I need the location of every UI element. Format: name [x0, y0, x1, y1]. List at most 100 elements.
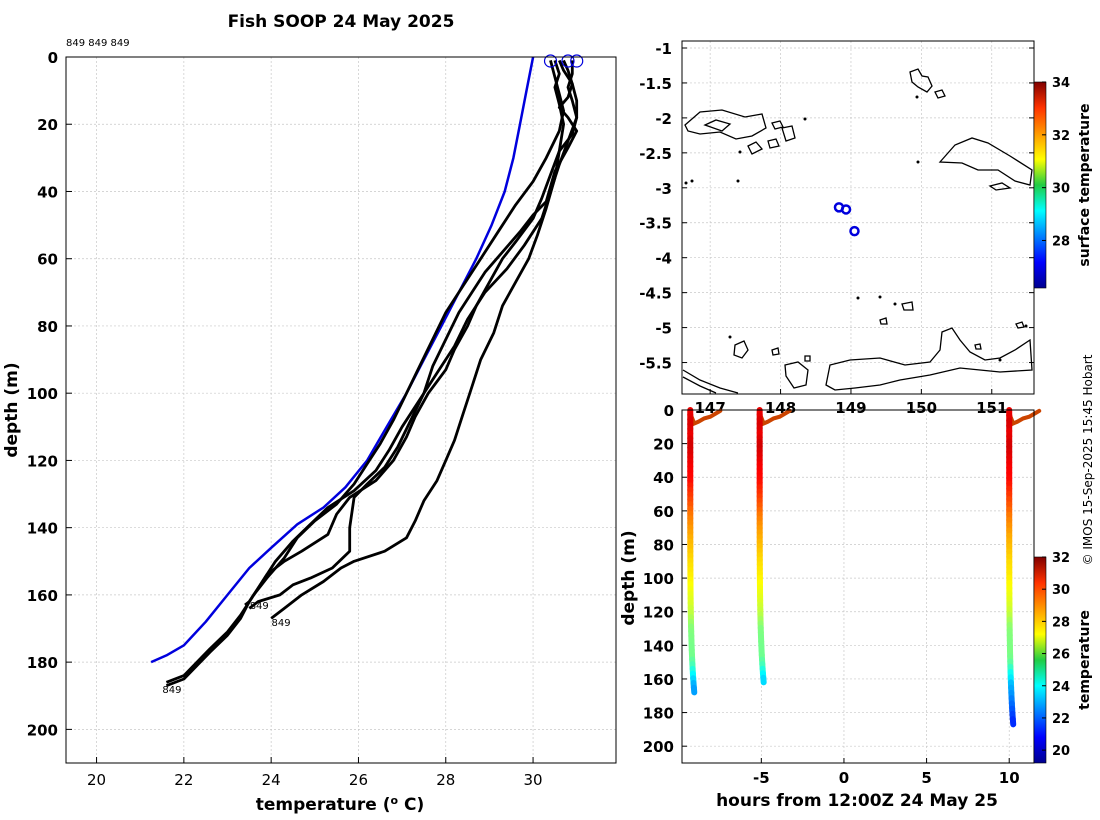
depth-tick-label: 0 — [664, 402, 674, 420]
speck — [738, 150, 742, 154]
speck — [856, 296, 860, 300]
speck — [915, 95, 919, 99]
lat-tick-label: -3 — [655, 180, 672, 198]
colorbar-tick-label: 28 — [1052, 615, 1070, 630]
coastline-islet-d — [767, 138, 780, 149]
speck — [736, 179, 740, 183]
speck — [998, 358, 1002, 362]
colorbar-tick-label: 20 — [1052, 744, 1070, 759]
coastline-new-hanover — [684, 109, 767, 140]
temperature-colorbar-ticks: 20 22 24 26 28 30 32 — [1042, 551, 1070, 759]
drop-trace — [756, 407, 792, 686]
coastlines — [682, 68, 1033, 394]
coastline-islet-i — [733, 340, 749, 359]
y-tick-label: 40 — [37, 183, 58, 201]
x-tick-label: 28 — [436, 771, 455, 789]
depth-tick-label: 120 — [643, 604, 674, 622]
speck — [916, 160, 920, 164]
lat-tick-label: -3.5 — [639, 215, 672, 233]
lat-tick-label: -4.5 — [639, 285, 672, 303]
x-tick-label: 20 — [87, 771, 106, 789]
coastline-islet-e — [934, 89, 946, 99]
y-tick-label: 120 — [27, 452, 58, 470]
profile-grid — [66, 56, 616, 763]
lon-tick-label: 151 — [976, 399, 1007, 417]
temperature-colorbar-label: temperature — [1077, 610, 1093, 710]
profile-line — [165, 60, 565, 684]
coastline-new-britain-north — [938, 137, 1033, 186]
depth-tick-label: 140 — [643, 637, 674, 655]
time-depth-drops — [687, 407, 1042, 728]
profile-line — [165, 59, 579, 688]
y-tick-label: 200 — [27, 721, 58, 739]
depth-tick-label: 160 — [643, 671, 674, 689]
drop-surface-marker — [570, 54, 584, 68]
coastline-islet-h — [901, 301, 914, 311]
coastline-islet-k — [784, 361, 809, 389]
profile-line — [244, 60, 579, 607]
colorbar-tick-label: 32 — [1052, 129, 1070, 144]
speck — [878, 295, 882, 299]
coast-specks — [684, 95, 1028, 362]
coastline-islet-g — [879, 317, 888, 325]
depth-tick-label: 80 — [653, 536, 674, 554]
drop-surface-wiggle — [1007, 408, 1042, 427]
y-tick-label: 180 — [27, 654, 58, 672]
coastline-png-mainland-2 — [682, 376, 717, 394]
colorbar-tick-label: 30 — [1052, 182, 1070, 197]
x-tick-label: 26 — [349, 771, 368, 789]
drop-id-label: 849 — [162, 685, 181, 696]
depth-tick-label: 60 — [653, 503, 674, 521]
y-tick-label: 60 — [37, 251, 58, 269]
coastline-new-ireland-tip — [703, 119, 732, 132]
y-tick-label: 100 — [27, 385, 58, 403]
y-tick-label: 140 — [27, 520, 58, 538]
hour-tick-label: 5 — [921, 769, 931, 787]
lon-tick-label: 150 — [906, 399, 937, 417]
hour-tick-label: -5 — [753, 769, 770, 787]
drop-surface-wiggle — [688, 408, 723, 427]
climatology-line — [150, 56, 535, 664]
coastline-islet-j — [771, 347, 780, 356]
lat-tick-label: -5 — [655, 320, 672, 338]
map-panel: 147 148 149 150 151-1-1.5-2-2.5-3-3.5-4-4.5-… — [639, 40, 1093, 417]
drop-surface-marker — [561, 54, 575, 68]
hour-tick-label: 0 — [839, 769, 849, 787]
speck — [803, 117, 807, 121]
colorbar-tick-label: 22 — [1052, 712, 1070, 727]
profile-axes-box — [65, 56, 617, 764]
hour-tick-label: 10 — [999, 769, 1020, 787]
drop-id-label: 849 — [250, 601, 269, 612]
speck — [690, 179, 694, 183]
depth-tick-label: 40 — [653, 469, 674, 487]
y-tick-label: 20 — [37, 116, 58, 134]
coastline-islet-l — [804, 355, 811, 362]
colorbar-tick-label: 28 — [1052, 234, 1070, 249]
lat-tick-label: -5.5 — [639, 355, 672, 373]
profile-xlabel: temperature (o C) — [256, 794, 425, 816]
map-axes-box — [681, 40, 1035, 395]
speck — [684, 181, 688, 185]
profile-ylabel: depth (m) — [2, 362, 22, 457]
coastline-new-britain-south — [825, 327, 1033, 391]
drop-trace — [1006, 407, 1042, 728]
map-colorbar-label: surface temperature — [1077, 103, 1093, 266]
depth-tick-label: 100 — [643, 570, 674, 588]
coastline-islet-a — [771, 120, 784, 130]
time-depth-axes-box — [681, 409, 1035, 764]
coastline-islet-n — [974, 343, 982, 350]
drop-surface-wiggle — [757, 408, 792, 427]
map-grid — [682, 41, 1034, 394]
depth-tick-label: 180 — [643, 705, 674, 723]
y-tick-label: 160 — [27, 587, 58, 605]
station-marker — [849, 225, 860, 237]
figure-title: Fish SOOP 24 May 2025 — [228, 12, 455, 32]
time-depth-ylabel: depth (m) — [619, 530, 639, 625]
y-tick-label: 80 — [37, 318, 58, 336]
drop-surface-marker — [543, 54, 558, 68]
drop-ids-header: 849 849 849 — [66, 38, 130, 49]
x-tick-label: 30 — [524, 771, 543, 789]
time-depth-xlabel: hours from 12:00Z 24 May 25 — [716, 791, 998, 811]
